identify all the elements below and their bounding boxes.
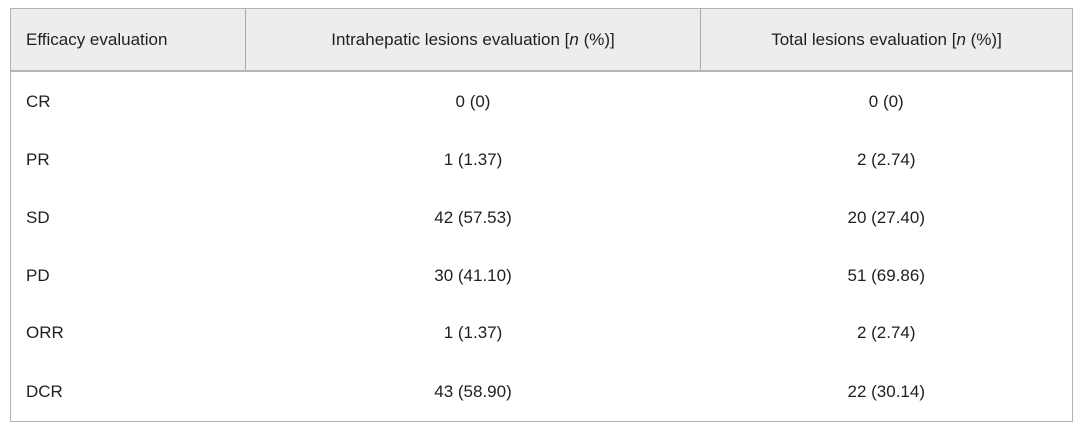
header-unit-suffix: (%)] — [578, 29, 615, 49]
italic-n-symbol: n — [569, 29, 579, 49]
header-text: Intrahepatic lesions evaluation [ — [331, 29, 570, 49]
intrahepatic-value: 42 (57.53) — [434, 208, 512, 228]
row-label: CR — [26, 91, 51, 111]
total-value: 2 (2.74) — [856, 150, 916, 170]
header-text: Total lesions evaluation [ — [771, 29, 957, 49]
intrahepatic-value: 1 (1.37) — [443, 323, 503, 343]
column-header-efficacy: Efficacy evaluation — [10, 8, 246, 72]
total-value: 51 (69.86) — [847, 265, 926, 285]
row-label: ORR — [26, 323, 64, 343]
total-value: 20 (27.40) — [847, 208, 926, 228]
italic-n-symbol: n — [956, 29, 966, 49]
intrahepatic-value: 0 (0) — [455, 91, 491, 111]
table-row-pd: PD 30 (41.10) 51 (69.86) — [11, 247, 1073, 305]
row-label: SD — [26, 208, 50, 228]
table-row-sd: SD 42 (57.53) 20 (27.40) — [11, 189, 1073, 247]
total-value: 22 (30.14) — [847, 381, 926, 401]
header-row: Efficacy evaluation Intrahepatic lesions… — [10, 8, 1073, 72]
intrahepatic-value: 1 (1.37) — [443, 150, 503, 170]
row-label: PD — [26, 265, 50, 285]
table-row-pr: PR 1 (1.37) 2 (2.74) — [11, 132, 1073, 190]
column-header-intrahepatic: Intrahepatic lesions evaluation [n (%)] — [245, 8, 701, 72]
table-row-dcr: DCR 43 (58.90) 22 (30.14) — [11, 362, 1073, 421]
total-value: 2 (2.74) — [856, 323, 916, 343]
row-label: DCR — [26, 381, 63, 401]
total-value: 0 (0) — [868, 91, 904, 111]
row-label: PR — [26, 150, 50, 170]
intrahepatic-value: 43 (58.90) — [434, 381, 512, 401]
intrahepatic-value: 30 (41.10) — [434, 265, 512, 285]
column-header-total: Total lesions evaluation [n (%)] — [700, 8, 1073, 72]
efficacy-evaluation-table: Efficacy evaluation Intrahepatic lesions… — [10, 8, 1073, 422]
table-row-orr: ORR 1 (1.37) 2 (2.74) — [11, 305, 1073, 363]
header-unit-suffix: (%)] — [965, 29, 1002, 49]
table-row-cr: CR 0 (0) 0 (0) — [11, 71, 1073, 132]
